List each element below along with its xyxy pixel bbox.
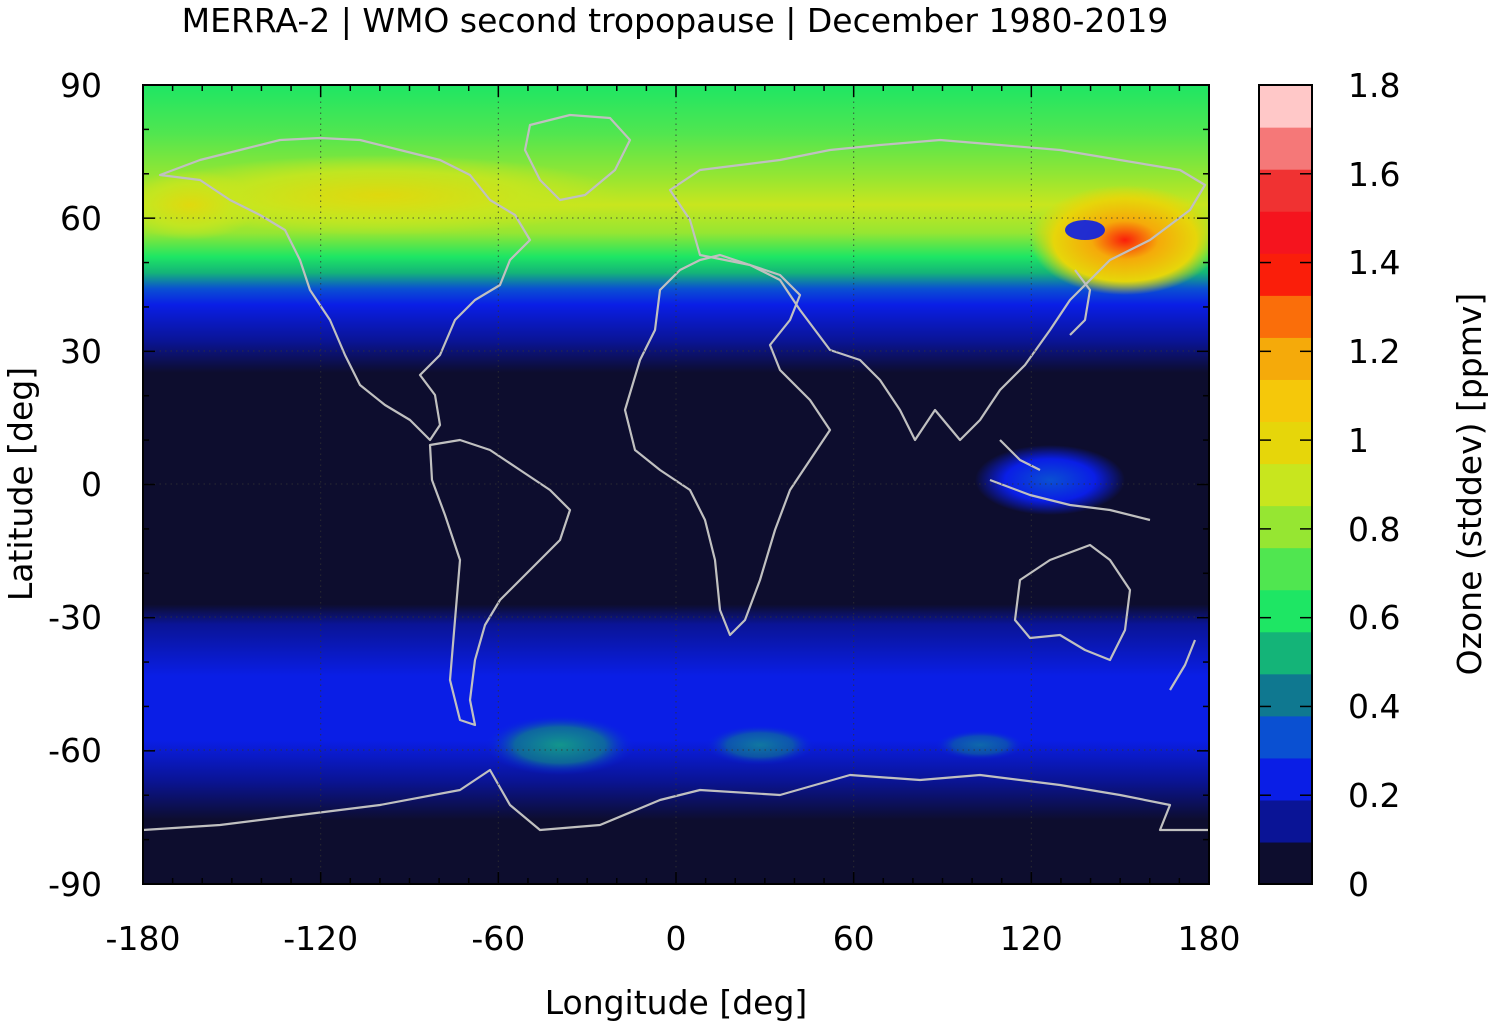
maritime-continent-patch (975, 445, 1125, 515)
colorbar-tick-label: 1.2 (1348, 332, 1400, 371)
colorbar-swatch (1259, 295, 1312, 338)
ozone-field (143, 85, 1209, 884)
map-ticks (142, 84, 1210, 885)
colorbar-tick-label: 0 (1348, 865, 1369, 904)
colorbar-swatch (1259, 799, 1312, 843)
y-axis-label: Latitude [deg] (1, 367, 40, 601)
colorbar-swatch (1259, 505, 1312, 549)
colorbar-swatch (1259, 211, 1312, 254)
coastlines (143, 113, 1209, 832)
colorbar-swatch (1259, 253, 1312, 296)
colorbar-tick-label: 0.6 (1348, 598, 1400, 637)
y-tick-label: 30 (60, 332, 102, 371)
y-tick-label: -90 (48, 865, 102, 904)
y-tick-label: 0 (81, 465, 102, 504)
colorbar-swatch (1259, 337, 1312, 380)
coastline-europe-africa (623, 253, 832, 637)
colorbar-swatch (1259, 127, 1312, 170)
coastline-eurasia (668, 138, 1207, 442)
x-tick-label: 60 (833, 919, 875, 958)
x-tick-labels: -180 -120 -60 0 60 120 180 (106, 919, 1241, 958)
coastline-australia (1013, 543, 1132, 662)
chart-title: MERRA-2 | WMO second tropopause | Decemb… (182, 1, 1169, 40)
colorbar-swatch (1259, 169, 1312, 212)
colorbar-tick-label: 1.6 (1348, 155, 1400, 194)
x-tick-label: 0 (666, 919, 687, 958)
colorbar-swatch (1259, 757, 1312, 801)
colorbar-swatch (1259, 85, 1312, 128)
colorbar-tick-labels: 0 0.2 0.4 0.6 0.8 1 1.2 1.4 1.6 1.8 (1348, 66, 1400, 904)
y-tick-label: -60 (48, 731, 102, 770)
colorbar-swatch (1259, 715, 1312, 759)
coastline-north-america (158, 136, 532, 442)
colorbar-tick-label: 0.8 (1348, 510, 1400, 549)
colorbar-swatch (1259, 379, 1312, 423)
southern-ocean-patch-3 (935, 730, 1025, 760)
y-tick-labels: 90 60 30 0 -30 -60 -90 (48, 66, 102, 904)
colorbar-tick-label: 0.4 (1348, 687, 1400, 726)
colorbar-frame (1258, 84, 1313, 885)
colorbar-tick-label: 1.8 (1348, 66, 1400, 105)
colorbar-swatches (1259, 85, 1312, 885)
colorbar-ticks (1259, 84, 1312, 885)
coastline-greenland (523, 113, 632, 202)
nh-yellow-patch-west (143, 170, 260, 240)
y-tick-label: 60 (60, 199, 102, 238)
colorbar-label: Ozone (stddev) [ppmv] (1450, 293, 1489, 676)
x-axis-label: Longitude [deg] (545, 983, 808, 1022)
coastline-antarctica (143, 768, 1209, 832)
x-tick-label: -180 (106, 919, 181, 958)
x-tick-label: -120 (283, 919, 358, 958)
colorbar-swatch (1259, 421, 1312, 465)
coastline-japan (1069, 269, 1092, 336)
y-tick-label: 90 (60, 66, 102, 105)
east-asia-blue-spots (1065, 220, 1105, 240)
colorbar-tick-label: 1 (1348, 421, 1369, 460)
x-tick-label: 120 (1000, 919, 1063, 958)
southern-ocean-patch-2 (705, 725, 815, 765)
colorbar-tick-label: 0.2 (1348, 776, 1400, 815)
x-tick-label: -60 (471, 919, 525, 958)
colorbar-swatch (1259, 547, 1312, 591)
east-asia-hotspot (1030, 185, 1209, 295)
x-tick-label: 180 (1178, 919, 1241, 958)
colorbar-swatch (1259, 631, 1312, 675)
southern-ocean-patch-1 (485, 715, 635, 775)
colorbar-swatch (1259, 841, 1312, 885)
colorbar-tick-label: 1.4 (1348, 243, 1400, 282)
colorbar-swatch (1259, 673, 1312, 717)
y-tick-label: -30 (48, 598, 102, 637)
coastline-south-america (428, 438, 572, 727)
coastline-indonesia (989, 439, 1151, 522)
colorbar-swatch (1259, 589, 1312, 633)
nh-yellow-patch (143, 155, 620, 235)
colorbar-swatch (1259, 463, 1312, 507)
grid (143, 85, 1209, 884)
coastline-new-zealand (1169, 639, 1197, 691)
